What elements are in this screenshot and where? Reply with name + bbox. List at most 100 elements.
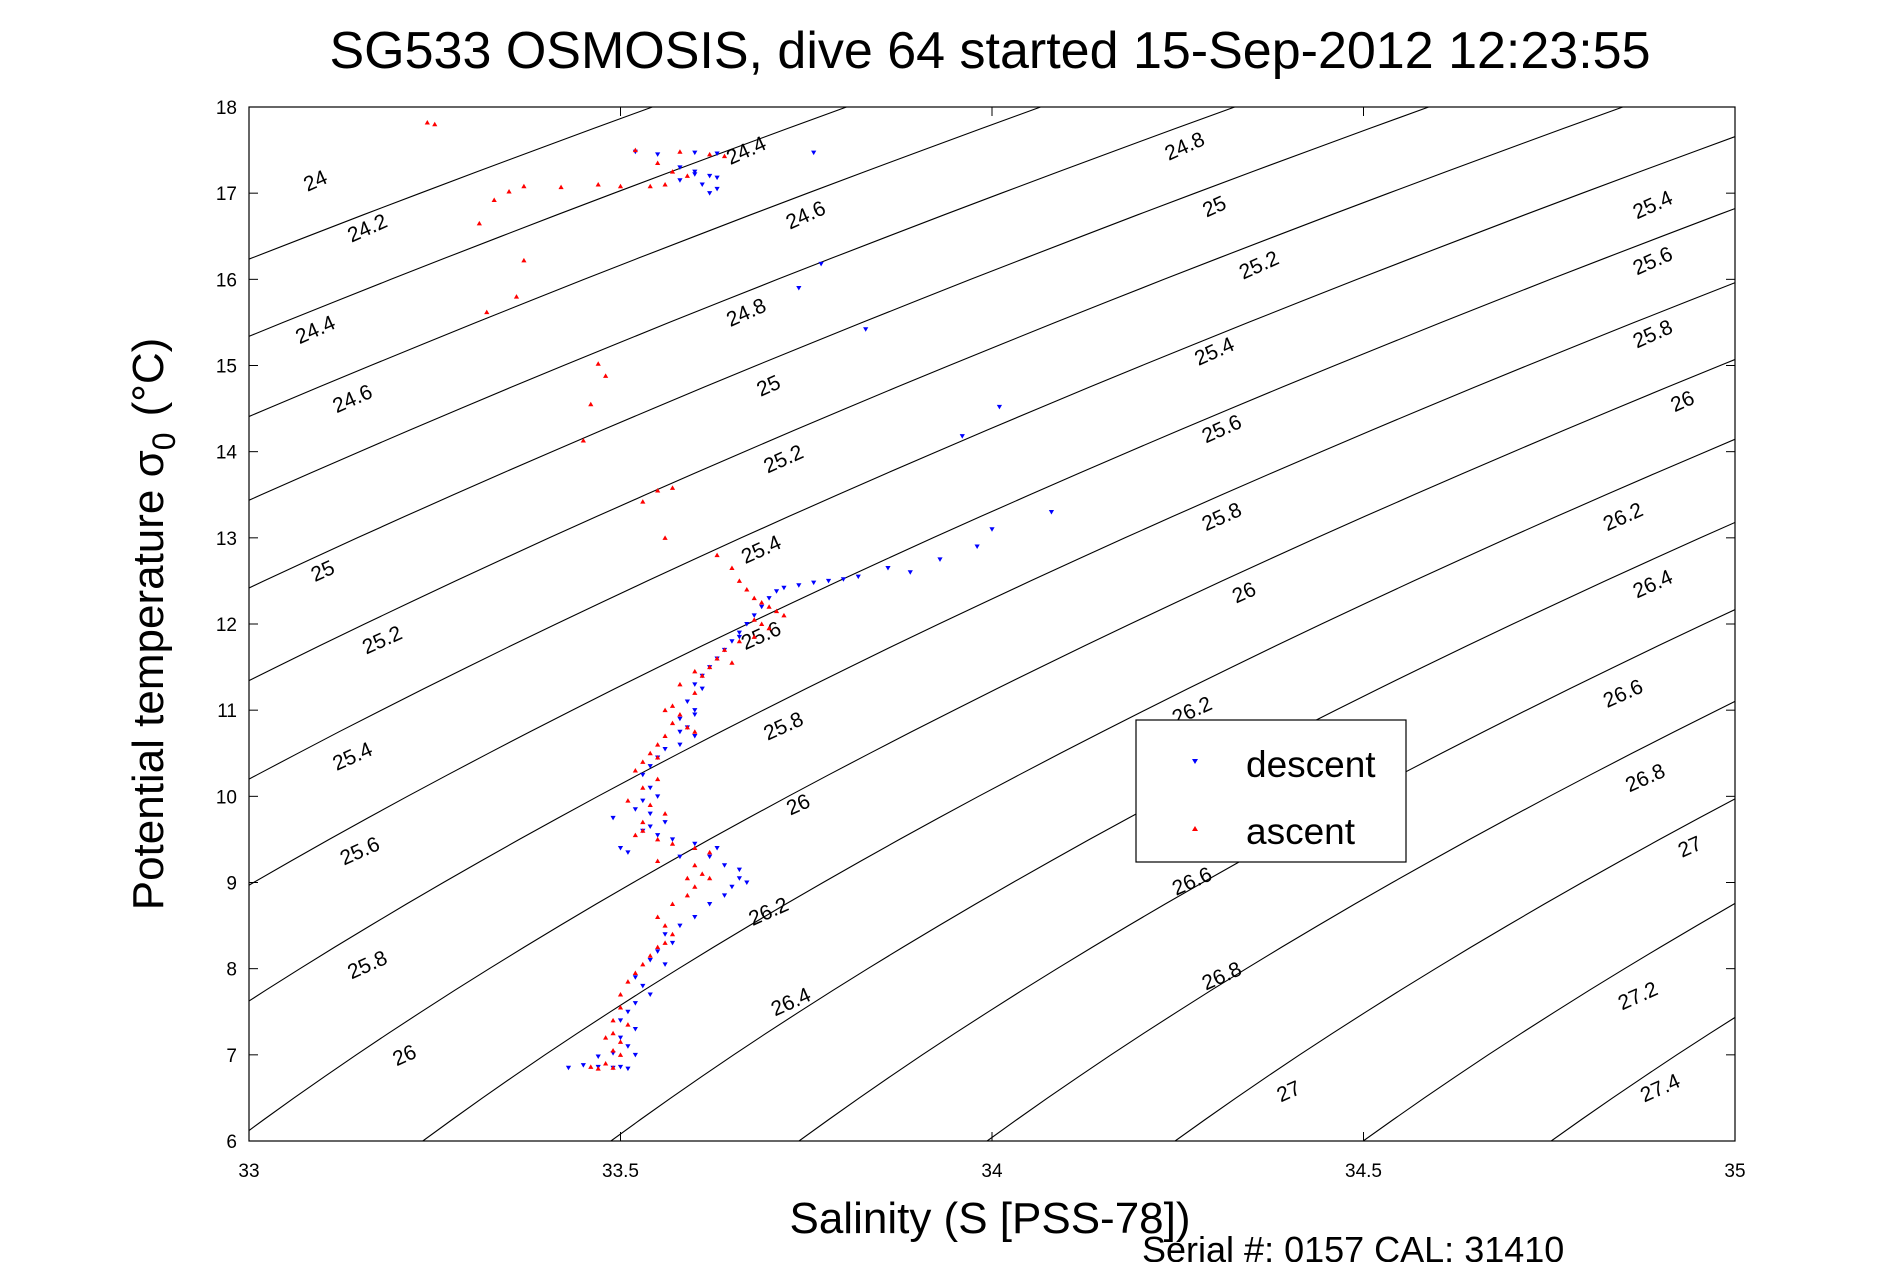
data-point-ascent (647, 183, 653, 189)
x-tick-label: 33 (238, 1161, 259, 1182)
data-point-ascent (684, 875, 690, 881)
y-tick-label: 14 (216, 443, 238, 464)
data-point-ascent (662, 923, 668, 928)
data-point-descent (632, 1052, 638, 1058)
data-point-descent (647, 992, 653, 998)
isopycnal-line (249, 358, 1735, 1132)
data-point-descent (721, 863, 728, 868)
data-point-descent (565, 1065, 572, 1071)
isopycnal-line (609, 521, 1735, 1141)
data-point-ascent (655, 487, 661, 493)
data-point-descent (744, 880, 750, 885)
data-point-descent (640, 983, 646, 989)
data-point-ascent (684, 892, 690, 898)
data-point-ascent (759, 599, 765, 605)
data-point-ascent (736, 578, 742, 583)
data-point-descent (721, 893, 728, 898)
isopycnal-line (249, 107, 1237, 501)
data-point-descent (647, 811, 653, 817)
data-point-ascent (707, 664, 713, 670)
data-point-ascent (640, 961, 646, 967)
data-point-ascent (692, 690, 698, 695)
data-point-ascent (595, 182, 601, 187)
data-point-descent (625, 850, 631, 855)
y-tick-label: 17 (216, 184, 237, 205)
data-point-ascent (669, 720, 676, 726)
y-tick-label: 18 (216, 98, 237, 119)
data-point-ascent (617, 992, 624, 997)
data-point-ascent (603, 373, 609, 378)
x-tick-label: 35 (1724, 1161, 1745, 1182)
data-point-descent (736, 634, 742, 640)
data-point-ascent (655, 776, 661, 782)
data-point-ascent (669, 169, 676, 174)
data-point-descent (714, 151, 720, 157)
data-point-ascent (640, 759, 646, 764)
data-point-descent (677, 716, 683, 722)
data-point-ascent (632, 767, 638, 773)
y-tick-label: 12 (216, 615, 237, 636)
isopycnal-line (249, 136, 1735, 780)
data-point-descent (617, 1064, 624, 1070)
ascent-series (424, 120, 787, 1071)
y-tick-label: 11 (217, 701, 237, 722)
data-point-descent (632, 807, 638, 812)
data-point-descent (707, 854, 713, 860)
data-point-ascent (610, 1017, 616, 1023)
data-point-descent (677, 923, 683, 929)
data-point-ascent (655, 858, 661, 863)
data-point-ascent (677, 149, 683, 154)
data-point-ascent (558, 184, 564, 190)
isopycnal-line (249, 107, 655, 260)
data-point-ascent (625, 798, 631, 803)
data-point-ascent (595, 361, 601, 366)
data-point-descent (677, 165, 683, 170)
data-point-ascent (707, 849, 713, 855)
data-point-ascent (751, 634, 757, 639)
y-axis-label-main: Potential temperature σ (124, 450, 173, 910)
y-tick-label: 13 (216, 529, 237, 550)
y-tick-label: 8 (226, 960, 237, 981)
data-point-descent (751, 613, 757, 618)
data-point-descent (781, 585, 787, 591)
data-point-descent (677, 178, 683, 183)
y-axis-label: Potential temperature σ0 (°C) (124, 338, 182, 911)
data-point-descent (937, 557, 943, 562)
data-point-ascent (669, 841, 676, 846)
isopycnal-line (798, 608, 1735, 1141)
data-point-ascent (677, 711, 683, 717)
isopycnal-line (249, 107, 1431, 589)
data-point-ascent (640, 499, 646, 504)
x-axis: 33 33.5 34 34.5 35 (238, 107, 1746, 1182)
isopycnal-line (986, 700, 1735, 1141)
data-point-ascent (617, 1039, 624, 1044)
data-point-descent (766, 596, 772, 601)
y-tick-label: 7 (226, 1046, 237, 1067)
data-point-descent (796, 285, 802, 291)
data-point-ascent (662, 535, 668, 540)
y-axis: 6 7 8 9 10 11 12 13 14 15 16 17 18 (216, 98, 1735, 1153)
data-point-descent (729, 639, 735, 644)
data-point-descent (974, 544, 980, 549)
data-point-ascent (662, 182, 668, 187)
data-point-descent (655, 794, 661, 799)
data-point-descent (692, 708, 698, 713)
data-point-descent (625, 1009, 631, 1015)
isopycnal-line (249, 107, 849, 337)
data-point-ascent (521, 183, 527, 189)
data-point-ascent (506, 188, 512, 194)
data-point-ascent (647, 953, 653, 958)
data-point-descent (759, 604, 765, 610)
data-point-descent (707, 173, 713, 179)
data-point-ascent (632, 147, 638, 153)
y-axis-label-unit: (°C) (124, 338, 173, 417)
data-point-descent (677, 729, 683, 735)
isopycnal-line (249, 107, 1625, 682)
data-point-ascent (714, 655, 720, 661)
legend: descent ascent (1135, 719, 1407, 863)
x-tick-label: 34 (981, 1161, 1003, 1182)
data-point-descent (840, 577, 846, 582)
data-point-ascent (640, 785, 646, 790)
data-point-descent (632, 1001, 638, 1006)
